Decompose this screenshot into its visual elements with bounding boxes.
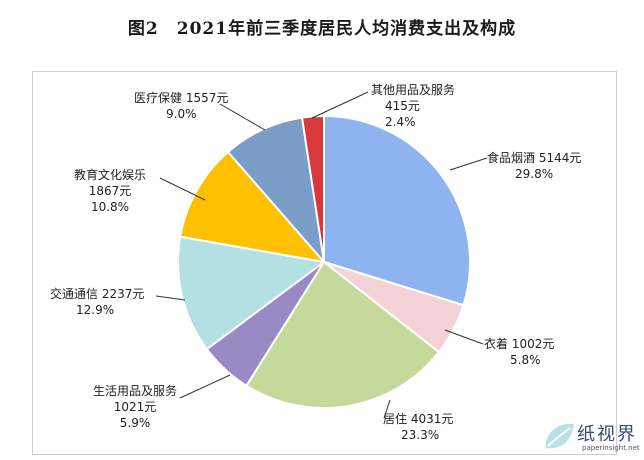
label-healthcare: 医疗保健 1557元 9.0% [134,91,229,121]
pie-slice-housing [245,260,441,409]
chart-title: 图2 2021年前三季度居民人均消费支出及构成 [127,19,517,39]
pie-slice-other [300,114,325,263]
leader-line-clothing [444,329,484,345]
leader-line-education [159,177,206,201]
label-daily-goods: 生活用品及服务 1021元 5.9% [92,384,177,430]
pie-slice-food [323,114,471,307]
leader-line-daily-goods [179,374,231,399]
label-clothing: 衣着 1002元 5.8% [484,337,555,367]
label-education: 教育文化娱乐 1867元 10.8% [73,168,146,214]
pie-slice-healthcare [226,116,326,266]
label-other: 其他用品及服务 415元 2.4% [371,83,456,129]
pie-slice-education [179,150,327,264]
label-housing: 居住 4031元 23.3% [383,412,454,442]
leader-line-housing [383,399,391,419]
leader-line-transport [155,295,186,301]
leader-line-healthcare [219,103,266,131]
watermark-text: 纸视界 [577,424,637,445]
label-food: 食品烟酒 5144元 29.8% [487,151,582,181]
leader-line-other [311,91,369,119]
watermark-subtext: paperinsight.net [582,444,640,452]
pie-slice-transport [177,235,327,351]
label-transport: 交通通信 2237元 12.9% [50,287,145,317]
leaf-logo-icon [545,423,574,449]
leader-line-food [449,157,488,171]
watermark-logo: 纸视界 paperinsight.net [540,418,640,458]
